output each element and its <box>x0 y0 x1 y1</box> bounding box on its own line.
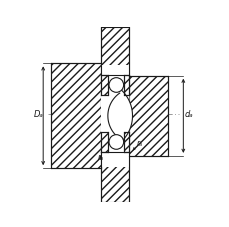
Polygon shape <box>107 77 129 154</box>
Polygon shape <box>101 132 108 152</box>
Polygon shape <box>51 63 101 168</box>
Polygon shape <box>101 65 129 167</box>
Text: rₐ: rₐ <box>97 153 104 162</box>
Text: Dₐ: Dₐ <box>33 110 43 119</box>
Circle shape <box>109 78 123 92</box>
Polygon shape <box>101 27 129 75</box>
Polygon shape <box>101 152 129 202</box>
Polygon shape <box>129 76 167 156</box>
Text: rₐ: rₐ <box>136 139 143 148</box>
Circle shape <box>109 135 123 149</box>
Text: dₐ: dₐ <box>184 110 192 119</box>
Polygon shape <box>124 75 129 95</box>
Polygon shape <box>101 65 132 167</box>
Polygon shape <box>124 132 129 152</box>
Polygon shape <box>101 75 108 95</box>
